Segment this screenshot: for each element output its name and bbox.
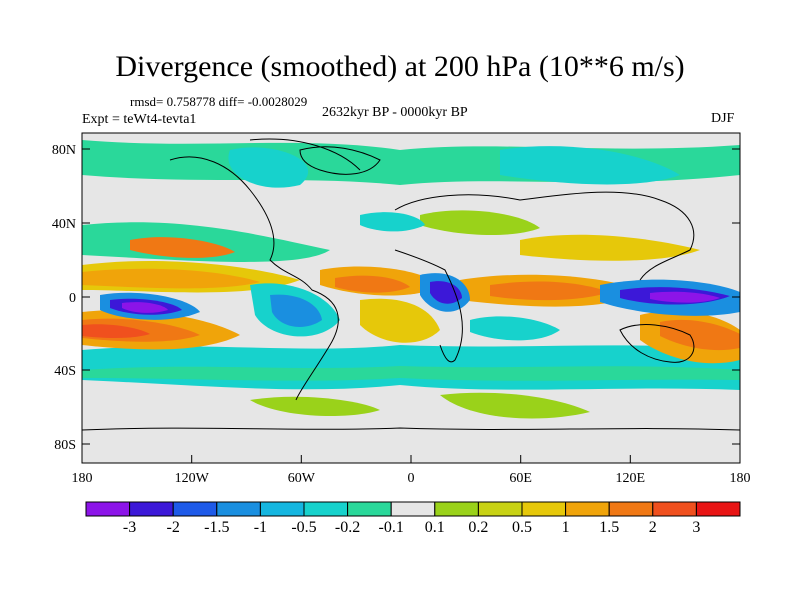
colorbar-box	[521, 501, 567, 517]
colorbar-label: -2	[166, 519, 180, 536]
colorbar-box	[565, 501, 610, 517]
colorbar-box	[477, 501, 523, 517]
x-axis-ticks	[191, 455, 631, 463]
x-tick-label: 0	[408, 471, 415, 486]
y-tick-label: 80N	[52, 143, 76, 158]
y-tick-label: 0	[69, 291, 76, 306]
x-tick-label: 60E	[509, 471, 532, 486]
experiment-label: Expt = teWt4-tevta1	[82, 112, 197, 127]
colorbar-label: 1	[561, 519, 570, 536]
divergence-field	[82, 140, 740, 419]
x-axis-labels: 180 120W 60W 0 60E 120E 180	[72, 471, 751, 486]
y-tick-label: 40S	[54, 364, 76, 379]
x-tick-label: 60W	[288, 471, 316, 486]
colorbar-label: 0.2	[468, 519, 489, 536]
colorbar-boxes	[85, 501, 741, 517]
y-tick-label: 40N	[52, 217, 76, 232]
colorbar-label: -1.5	[204, 519, 230, 536]
colorbar-box	[303, 501, 349, 517]
colorbar-box	[608, 501, 654, 517]
colorbar-box	[129, 501, 174, 517]
x-tick-label: 180	[730, 471, 751, 486]
x-tick-label: 180	[72, 471, 93, 486]
y-tick-label: 80S	[54, 438, 76, 453]
colorbar-label: -0.1	[378, 519, 404, 536]
colorbar-box	[347, 501, 392, 517]
colorbar-label: 3	[692, 519, 701, 536]
y-axis-labels: 80N 40N 0 40S 80S	[52, 143, 76, 453]
coastlines	[82, 138, 740, 431]
colorbar-label: 2	[648, 519, 657, 536]
colorbar-box	[390, 501, 436, 517]
x-tick-label: 120E	[616, 471, 646, 486]
colorbar-label: 0.1	[424, 519, 445, 536]
colorbar-box	[652, 501, 697, 517]
stats-line: rmsd= 0.758778 diff= -0.0028029	[130, 94, 308, 109]
colorbar-label: -0.2	[334, 519, 361, 536]
season-label: DJF	[711, 111, 735, 126]
colorbar-label: -1	[253, 519, 268, 536]
plot-title: Divergence (smoothed) at 200 hPa (10**6 …	[115, 50, 685, 83]
colorbar-box	[85, 501, 131, 517]
colorbar-box	[172, 501, 218, 517]
colorbar-box	[434, 501, 479, 517]
colorbar-box	[216, 501, 261, 517]
colorbar-box	[259, 501, 305, 517]
y-axis-ticks	[82, 148, 740, 445]
colorbar-label: -0.5	[291, 519, 317, 536]
colorbar-label: -3	[122, 519, 137, 536]
colorbar-box	[695, 501, 741, 517]
colorbar-label: 0.5	[512, 519, 532, 536]
colorbar-label: 1.5	[599, 519, 620, 536]
x-tick-label: 120W	[175, 471, 210, 486]
period-label: 2632kyr BP - 0000kyr BP	[322, 105, 468, 120]
